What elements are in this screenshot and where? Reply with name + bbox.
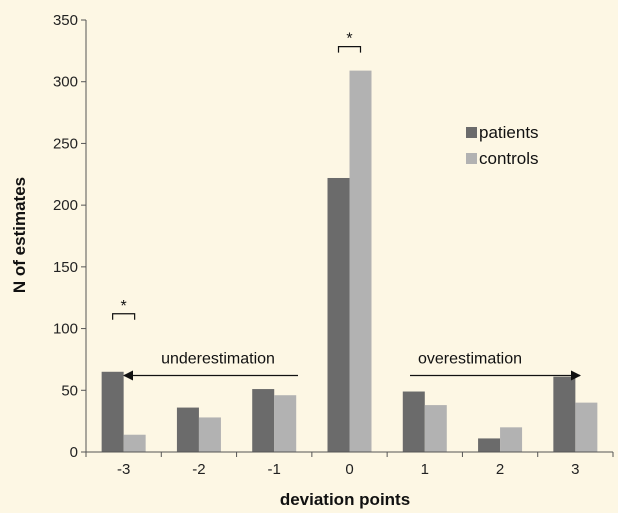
x-tick-label: -1 (268, 461, 281, 478)
underestimation-label: underestimation (161, 350, 275, 367)
significance-star: * (121, 298, 127, 315)
y-tick-label: 350 (53, 12, 78, 29)
bar-controls-0 (350, 71, 372, 452)
y-tick-label: 300 (53, 74, 78, 91)
bar-patients--2 (177, 408, 199, 452)
bar-controls-3 (575, 403, 597, 452)
legend-label-controls: controls (479, 149, 539, 168)
bar-patients-3 (553, 377, 575, 452)
bar-controls--3 (124, 435, 146, 452)
y-axis: 0 50 100 150 200 250 300 350 (53, 12, 86, 461)
bar-controls-1 (425, 405, 447, 452)
bar-patients-0 (328, 178, 350, 452)
bar-patients-1 (403, 392, 425, 452)
bar-controls--2 (199, 417, 221, 452)
x-axis: -3 -2 -1 0 1 2 3 (86, 452, 613, 478)
y-tick-label: 200 (53, 197, 78, 214)
bar-patients--1 (252, 389, 274, 452)
y-tick-label: 250 (53, 135, 78, 152)
legend: patients controls (466, 123, 539, 168)
x-axis-title: deviation points (280, 490, 410, 509)
x-tick-label: -3 (117, 461, 130, 478)
bar-patients--3 (102, 372, 124, 452)
x-tick-label: -2 (192, 461, 205, 478)
overestimation-label: overestimation (418, 350, 522, 367)
legend-swatch-controls (466, 153, 477, 164)
x-tick-label: 0 (345, 461, 353, 478)
x-tick-label: 1 (421, 461, 429, 478)
y-tick-label: 150 (53, 259, 78, 276)
legend-label-patients: patients (479, 123, 539, 142)
y-tick-label: 0 (70, 444, 78, 461)
legend-swatch-patients (466, 127, 477, 138)
bar-controls-2 (500, 427, 522, 452)
y-axis-title: N of estimates (10, 177, 29, 293)
y-tick-label: 100 (53, 321, 78, 338)
y-tick-label: 50 (61, 382, 78, 399)
bar-patients-2 (478, 438, 500, 452)
bar-controls--1 (274, 395, 296, 452)
x-tick-label: 2 (496, 461, 504, 478)
significance-star: * (346, 31, 352, 48)
x-tick-label: 3 (571, 461, 579, 478)
